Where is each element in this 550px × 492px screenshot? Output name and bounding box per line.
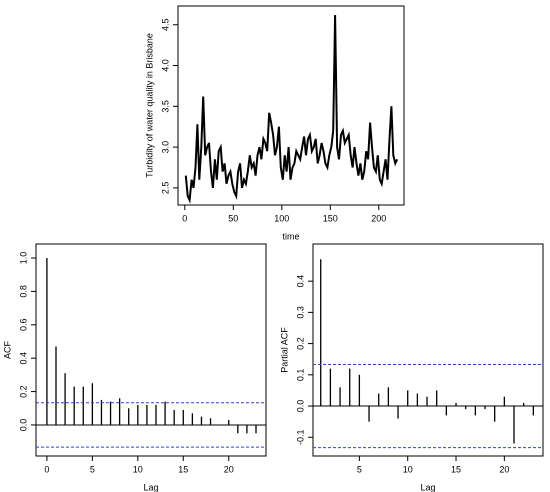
x-tick-label: 15 (178, 464, 188, 474)
y-tick-label: 3.0 (160, 141, 170, 154)
y-tick-label: 0.3 (295, 306, 305, 319)
x-tick-label: 150 (323, 213, 338, 223)
y-tick-label: 2.5 (160, 182, 170, 195)
x-tick-label: 10 (403, 464, 413, 474)
y-tick-label: 3.5 (160, 100, 170, 113)
y-tick-label: 0.1 (295, 369, 305, 382)
y-tick-label: 0.6 (18, 319, 28, 332)
y-tick-label: 0.0 (295, 400, 305, 413)
x-axis-label: Lag (420, 482, 435, 492)
x-tick-label: 200 (371, 213, 386, 223)
x-tick-label: 50 (228, 213, 238, 223)
x-tick-label: 5 (357, 464, 362, 474)
x-tick-label: 10 (133, 464, 143, 474)
y-tick-label: 0.2 (18, 385, 28, 398)
y-tick-label: 0.0 (18, 419, 28, 432)
y-tick-label: 1.0 (18, 252, 28, 265)
series-line (184, 14, 399, 204)
x-tick-label: 20 (224, 464, 234, 474)
plot-box (35, 243, 267, 457)
y-axis-label: Partial ACF (279, 327, 289, 373)
y-tick-label: 0.8 (18, 285, 28, 298)
x-axis-label: Lag (143, 482, 158, 492)
x-tick-label: 15 (451, 464, 461, 474)
y-tick-label: 0.2 (295, 337, 305, 350)
x-tick-label: 100 (274, 213, 289, 223)
x-tick-label: 20 (499, 464, 509, 474)
y-tick-label: 0.4 (295, 275, 305, 288)
plot-box (312, 243, 544, 457)
y-tick-label: -0.1 (295, 430, 305, 446)
y-tick-label: 4.5 (160, 19, 170, 32)
x-axis-label: time (282, 231, 299, 241)
y-tick-label: 4.0 (160, 59, 170, 72)
y-axis-label: ACF (2, 340, 12, 359)
x-tick-label: 0 (182, 213, 187, 223)
y-axis-label: Turbidity of water quality in Brisbane (144, 33, 154, 178)
x-tick-label: 0 (44, 464, 49, 474)
x-tick-label: 5 (90, 464, 95, 474)
y-tick-label: 0.4 (18, 352, 28, 365)
